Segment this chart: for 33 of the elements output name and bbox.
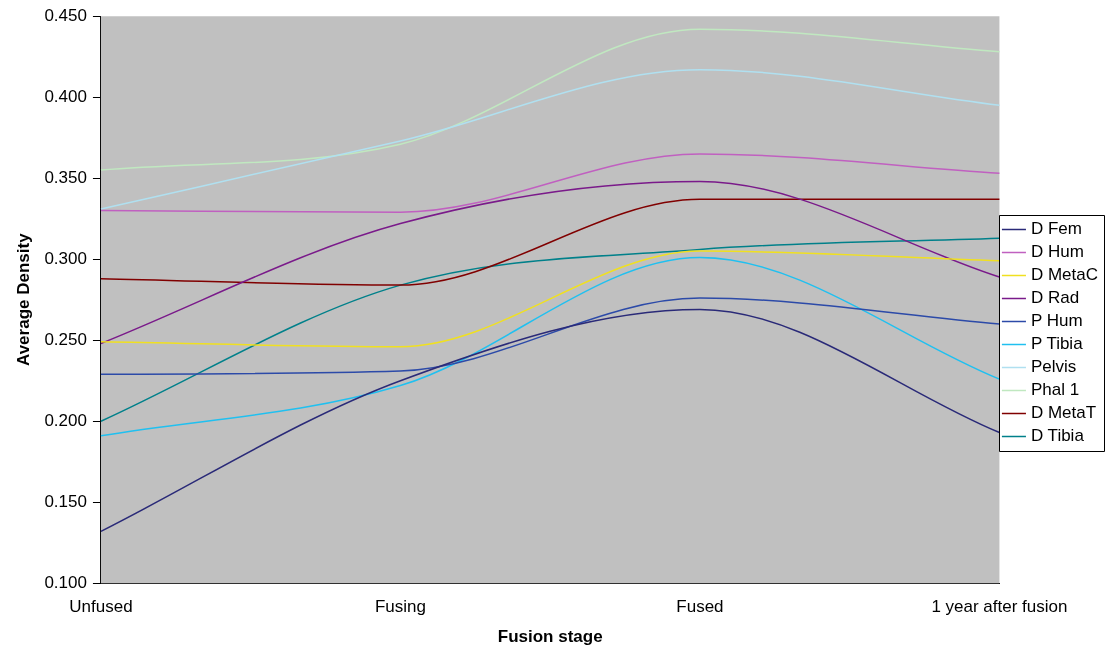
y-tick-label: 0.400: [44, 86, 87, 106]
line-series: [100, 28, 1001, 171]
y-tick-label: 0.150: [44, 491, 87, 511]
y-tick-label: 0.100: [44, 572, 87, 592]
legend-label: Phal 1: [1030, 380, 1080, 400]
x-tick-label: Fused: [676, 597, 724, 617]
y-tick-label: 0.200: [44, 410, 87, 430]
line-series: [100, 180, 1001, 345]
line-series: [100, 153, 1001, 213]
y-tick-label: 0.300: [44, 248, 87, 268]
x-tick-label: 1 year after fusion: [931, 597, 1068, 617]
y-tick-label: 0.250: [44, 329, 87, 349]
line-series: [100, 256, 1001, 437]
line-series: [100, 308, 1001, 533]
line-series: [100, 68, 1001, 210]
y-tick-label: 0.350: [44, 167, 87, 187]
legend-label: P Hum: [1030, 311, 1083, 331]
line-series: [100, 297, 1001, 375]
legend-label: P Tibia: [1030, 334, 1084, 354]
y-axis-title: Average Density: [13, 232, 33, 366]
line-series: [100, 237, 1001, 422]
y-tick-label: 0.450: [44, 5, 87, 25]
x-tick-label: Fusing: [374, 597, 426, 617]
legend-label: D Fem: [1030, 219, 1082, 239]
line-series: [100, 250, 1001, 348]
x-axis-title: Fusion stage: [497, 627, 603, 647]
legend-label: Pelvis: [1030, 357, 1077, 377]
legend-label: D Hum: [1030, 242, 1084, 262]
legend-label: D MetaT: [1030, 403, 1097, 423]
x-tick-label: Unfused: [69, 597, 133, 617]
legend-label: D Tibia: [1030, 426, 1085, 446]
legend-label: D MetaC: [1030, 265, 1099, 285]
legend-label: D Rad: [1030, 288, 1080, 308]
